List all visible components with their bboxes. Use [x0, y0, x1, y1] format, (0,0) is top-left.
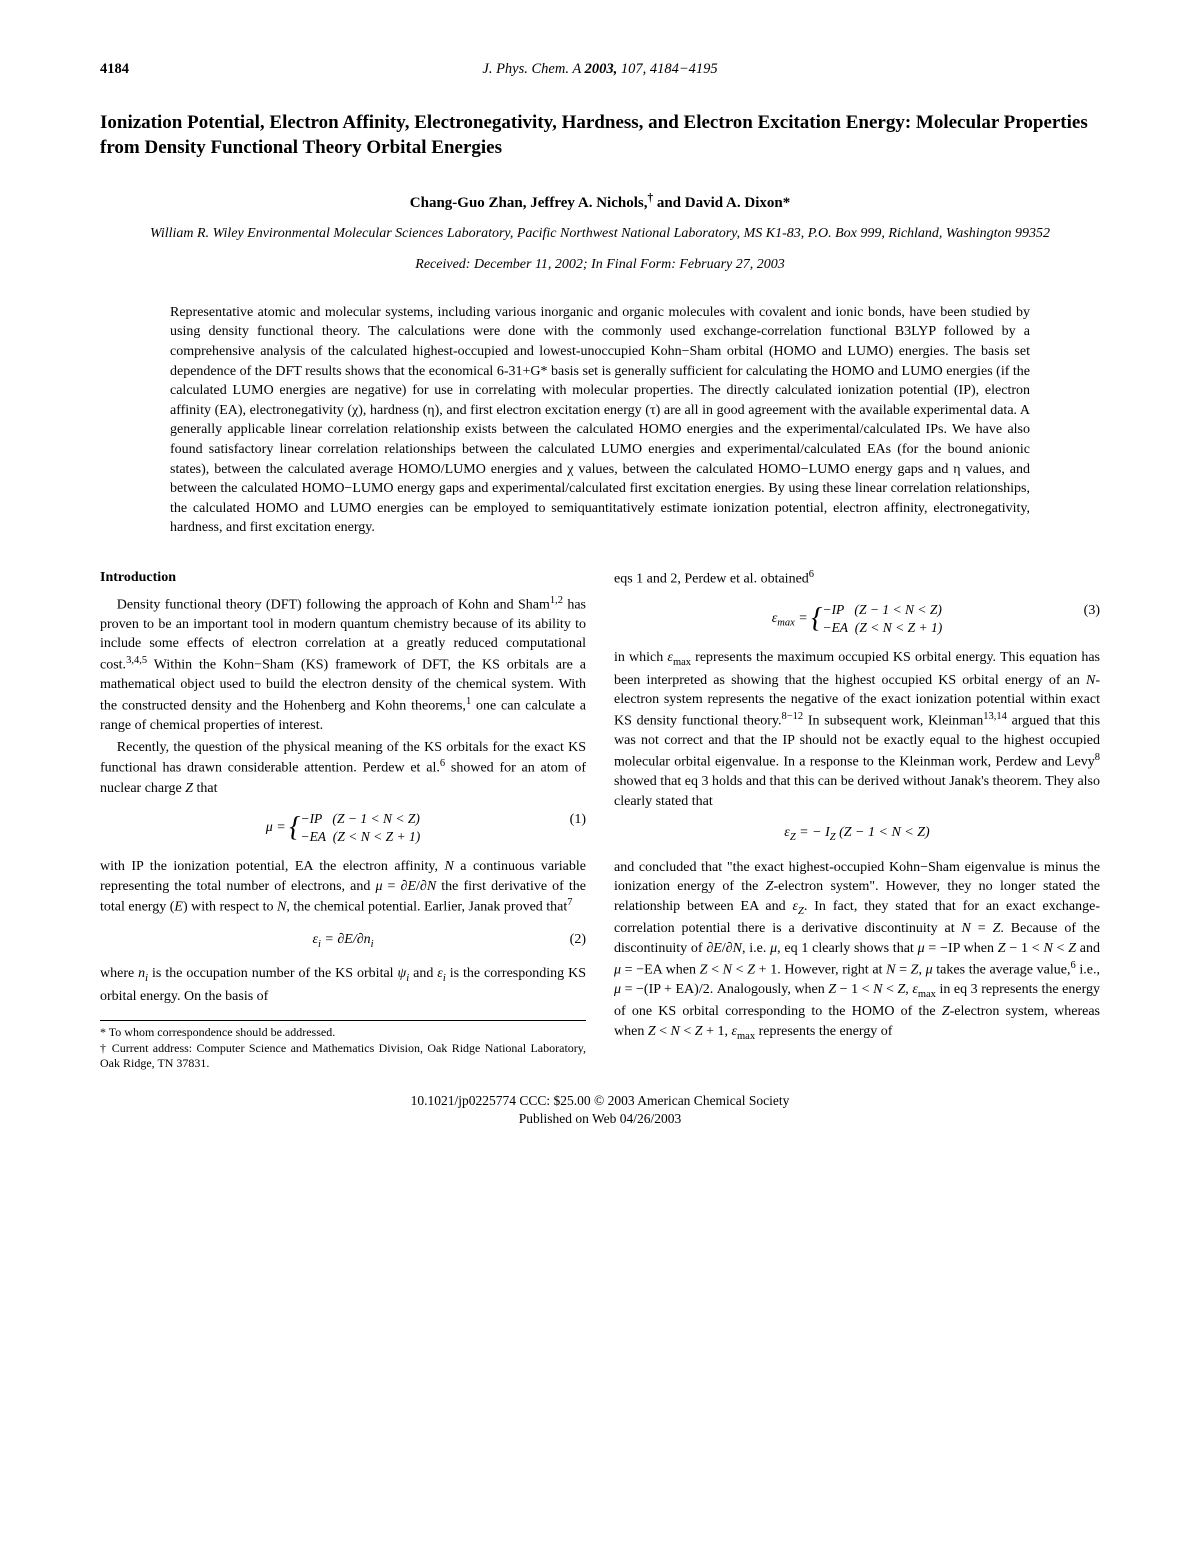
footnotes: * To whom correspondence should be addre… [100, 1020, 586, 1072]
authors: Chang-Guo Zhan, Jeffrey A. Nichols,† and… [100, 191, 1100, 213]
footnote-corresponding: * To whom correspondence should be addre… [100, 1025, 586, 1041]
equation-2: εi = ∂E/∂ni (2) [100, 930, 586, 952]
left-column: Introduction Density functional theory (… [100, 568, 586, 1072]
equation-4: εZ = − IZ (Z − 1 < N < Z) [614, 823, 1100, 845]
page-number: 4184 [100, 60, 129, 80]
equation-3: εmax = {−IP (Z − 1 < N < Z)−EA (Z < N < … [614, 601, 1100, 636]
paragraph: with IP the ionization potential, EA the… [100, 857, 586, 917]
paragraph: eqs 1 and 2, Perdew et al. obtained6 [614, 568, 1100, 589]
received-dates: Received: December 11, 2002; In Final Fo… [100, 256, 1100, 275]
footnote-current-address: † Current address: Computer Science and … [100, 1041, 586, 1072]
journal-header: J. Phys. Chem. A 2003, 107, 4184−4195 [100, 60, 1100, 80]
equation-number: (2) [570, 930, 586, 950]
right-column: eqs 1 and 2, Perdew et al. obtained6 εma… [614, 568, 1100, 1072]
equation-number: (3) [1084, 601, 1100, 621]
paragraph: in which εmax represents the maximum occ… [614, 648, 1100, 811]
article-title: Ionization Potential, Electron Affinity,… [100, 110, 1100, 161]
section-heading-introduction: Introduction [100, 568, 586, 588]
paragraph: Recently, the question of the physical m… [100, 738, 586, 798]
paragraph: Density functional theory (DFT) followin… [100, 594, 586, 736]
abstract: Representative atomic and molecular syst… [170, 303, 1030, 538]
equation-number: (1) [570, 810, 586, 830]
equation-1: μ = {−IP (Z − 1 < N < Z)−EA (Z < N < Z +… [100, 810, 586, 845]
affiliation: William R. Wiley Environmental Molecular… [100, 225, 1100, 244]
paragraph: where ni is the occupation number of the… [100, 964, 586, 1006]
two-column-body: Introduction Density functional theory (… [100, 568, 1100, 1072]
footer-publication-info: 10.1021/jp0225774 CCC: $25.00 © 2003 Ame… [100, 1092, 1100, 1128]
paragraph: and concluded that "the exact highest-oc… [614, 858, 1100, 1045]
